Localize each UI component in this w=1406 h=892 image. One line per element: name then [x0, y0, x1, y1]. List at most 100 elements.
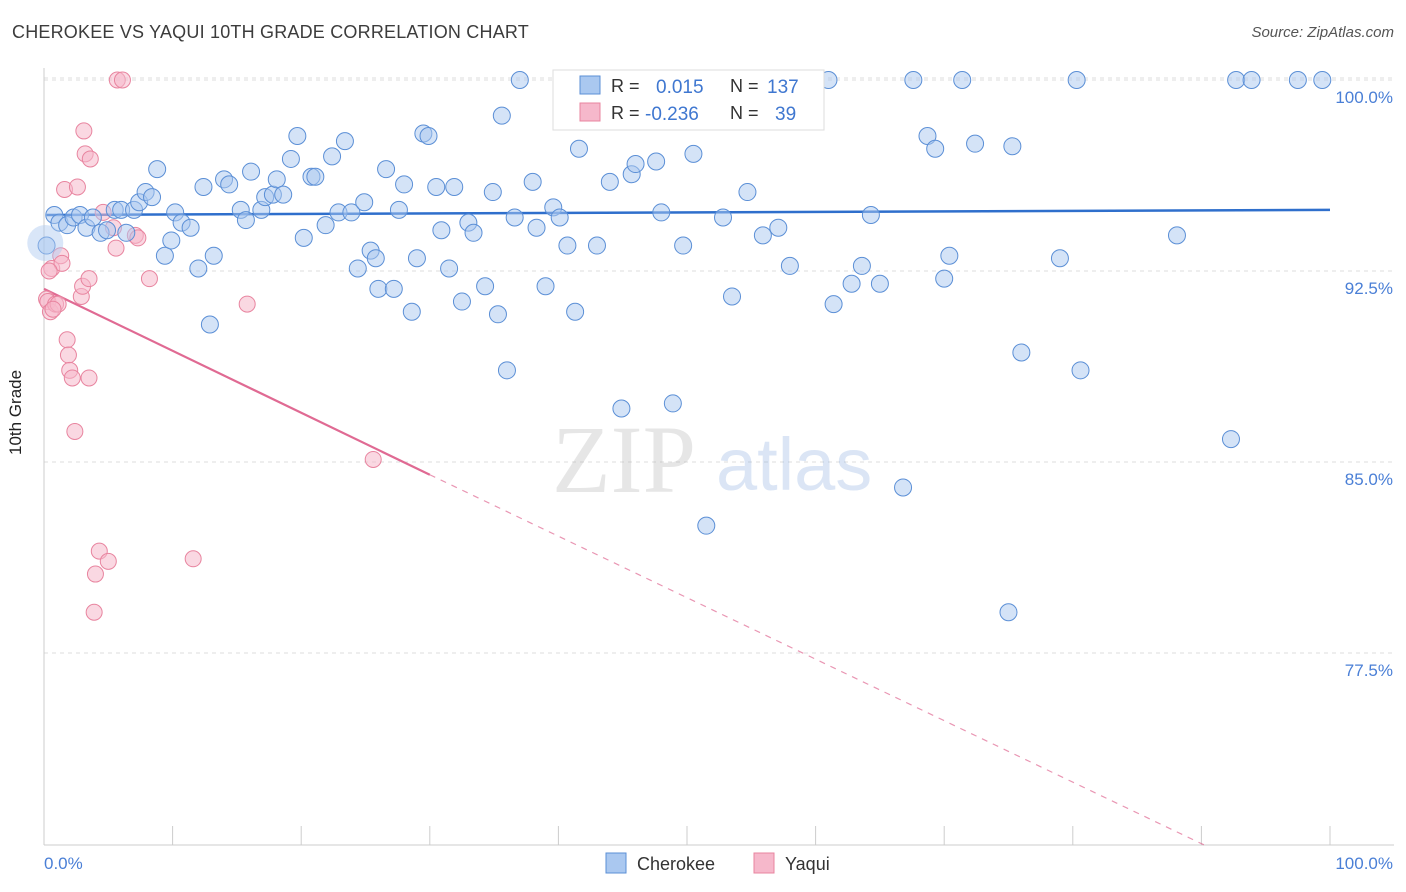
cherokee-point — [395, 175, 414, 194]
cherokee-point — [1167, 226, 1186, 245]
yaqui-swatch — [579, 102, 601, 122]
legend-cherokee-label: Cherokee — [637, 854, 715, 874]
cherokee-point — [384, 279, 403, 298]
watermark-atlas: atlas — [716, 423, 872, 506]
cherokee-point — [1003, 137, 1022, 156]
cherokee-point — [377, 160, 396, 179]
yaqui-point — [68, 178, 86, 196]
cherokee-point — [117, 223, 136, 242]
cherokee-point — [940, 246, 959, 265]
cherokee-point — [738, 183, 757, 202]
cherokee-point — [1012, 343, 1031, 362]
yaqui-point — [86, 565, 104, 583]
cherokee-point — [452, 292, 471, 311]
cherokee-point — [1288, 71, 1307, 89]
cherokee-point — [870, 274, 889, 293]
yaqui-n-label: N = — [730, 103, 759, 123]
cherokee-point — [536, 277, 555, 296]
yaqui-point — [238, 295, 256, 313]
cherokee-points — [27, 71, 1332, 622]
yaqui-point — [59, 346, 77, 364]
cherokee-point — [242, 162, 261, 181]
cherokee-point — [1313, 71, 1332, 89]
cherokee-point — [194, 177, 213, 196]
cherokee-point — [723, 287, 742, 306]
cherokee-point — [316, 216, 335, 235]
cherokee-point — [83, 208, 102, 227]
chart-title: CHEROKEE VS YAQUI 10TH GRADE CORRELATION… — [12, 22, 529, 42]
x-tick-label-min: 0.0% — [44, 854, 83, 873]
cherokee-point — [366, 249, 385, 268]
cherokee-point — [1071, 361, 1090, 380]
cherokee-point — [98, 221, 117, 240]
yaqui-point — [99, 552, 117, 570]
cherokee-point — [510, 71, 529, 89]
cherokee-point — [323, 147, 342, 166]
cherokee-point — [236, 211, 255, 230]
cherokee-point — [550, 208, 569, 227]
cherokee-point — [294, 228, 313, 247]
cherokee-point — [663, 394, 682, 413]
cherokee-point — [1227, 71, 1246, 89]
cherokee-point — [1067, 71, 1086, 89]
cherokee-point — [369, 279, 388, 298]
watermark: ZIP atlas — [552, 406, 872, 513]
cherokee-swatch — [579, 75, 601, 95]
cherokee-point — [647, 152, 666, 171]
yaqui-point — [53, 254, 71, 272]
cherokee-point — [861, 205, 880, 224]
x-tick-labels: 0.0% 100.0% — [44, 854, 1393, 873]
cherokee-point — [419, 127, 438, 146]
yaqui-point — [140, 270, 158, 288]
yaqui-point — [107, 239, 125, 257]
y-tick-label: 77.5% — [1345, 661, 1393, 680]
cherokee-point — [780, 256, 799, 275]
cherokee-n-label: N = — [730, 76, 759, 96]
yaqui-n-value: 39 — [775, 104, 796, 125]
cherokee-point — [1242, 71, 1261, 89]
yaqui-trend-line — [43, 287, 431, 476]
cherokee-point — [904, 71, 923, 89]
cherokee-r-label: R = — [611, 76, 640, 96]
cherokee-point — [492, 106, 511, 125]
yaqui-point — [58, 331, 76, 349]
cherokee-point — [566, 302, 585, 321]
cherokee-point — [505, 208, 524, 227]
cherokee-n-value: 137 — [767, 77, 799, 98]
cherokee-point — [612, 399, 631, 418]
axes — [43, 68, 1394, 846]
cherokee-point — [753, 226, 772, 245]
cherokee-point — [342, 203, 361, 222]
cherokee-point — [204, 246, 223, 265]
cherokee-point — [558, 236, 577, 255]
cherokee-point — [842, 274, 861, 293]
yaqui-point — [44, 300, 62, 318]
cherokee-point — [488, 305, 507, 324]
source-label: Source: ZipAtlas.com — [1251, 24, 1394, 41]
yaqui-point — [364, 450, 382, 468]
cherokee-point — [464, 223, 483, 242]
cherokee-point — [527, 218, 546, 237]
cherokee-point — [148, 160, 167, 179]
legend-yaqui-swatch — [753, 852, 775, 874]
cherokee-point — [355, 193, 374, 212]
cherokee-point — [1050, 249, 1069, 268]
cherokee-point — [966, 134, 985, 153]
cherokee-point — [769, 218, 788, 237]
cherokee-point — [600, 172, 619, 191]
cherokee-point — [348, 259, 367, 278]
cherokee-point — [143, 188, 162, 207]
cherokee-point — [220, 175, 239, 194]
cherokee-point — [1221, 430, 1240, 449]
y-tick-labels: 100.0% 92.5% 85.0% 77.5% — [1335, 88, 1393, 680]
cherokee-point — [389, 200, 408, 219]
bottom-legend: Cherokee Yaqui — [605, 852, 830, 874]
yaqui-point — [40, 262, 58, 280]
cherokee-point — [824, 295, 843, 314]
cherokee-point — [445, 177, 464, 196]
yaqui-r-value: -0.236 — [645, 104, 699, 125]
yaqui-r-label: R = — [611, 103, 640, 123]
cherokee-point — [684, 144, 703, 163]
cherokee-point — [155, 246, 174, 265]
y-tick-label: 85.0% — [1345, 470, 1393, 489]
